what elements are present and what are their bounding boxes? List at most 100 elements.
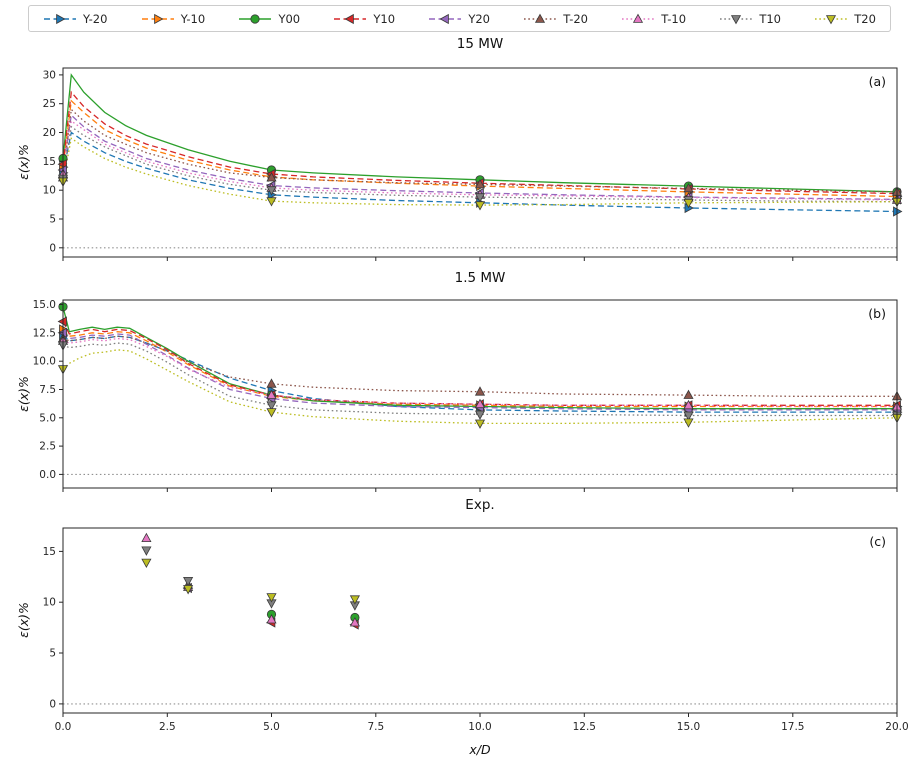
marker-T10	[266, 186, 277, 196]
legend-item-Y-20: Y-20	[43, 12, 107, 26]
x-tick-label: 10.0	[468, 721, 491, 733]
marker-T20	[474, 201, 486, 211]
legend-label: T10	[759, 11, 781, 26]
x-tick-label: 17.5	[781, 721, 804, 733]
y-tick-label: 0	[49, 698, 56, 710]
axes-spines	[62, 67, 898, 258]
line-T-20	[62, 108, 898, 193]
legend-item-Y-10: Y-10	[141, 12, 205, 26]
legend-glyph-T-20	[524, 13, 557, 23]
marker-T-10	[349, 617, 360, 627]
legend-item-T10: T10	[719, 12, 781, 26]
legend-item-Y10: Y10	[333, 12, 395, 26]
line-Y20	[62, 113, 898, 201]
y-tick-label: 12.5	[33, 327, 56, 339]
y-tick-label: 10	[43, 185, 56, 197]
panel-b-plot: 0.0 2.5 5.0 7.5 10.0 12.5 15.0 (b)	[33, 299, 903, 492]
legend-label: Y-10	[180, 11, 206, 26]
panel-letter-label: (c)	[869, 534, 886, 549]
marker-T20	[683, 198, 694, 209]
marker-T-20	[266, 172, 277, 182]
legend-item-T-10: T-10	[621, 12, 686, 26]
marker-Y10	[344, 13, 355, 24]
y-tick-label: 5	[49, 214, 56, 226]
line-Y00	[62, 73, 898, 193]
legend-label: T-10	[661, 11, 687, 26]
marker-T-10	[633, 13, 644, 23]
panel-c-plot: 0 5 10 15 0.0 2.5 5.0 7.5 10.0 12.5 15.0 17.5 20.0 (c…	[43, 527, 909, 733]
marker-T20	[826, 14, 837, 24]
axes-spines	[62, 527, 898, 714]
legend-label: Y10	[373, 11, 396, 26]
legend-item-Y00: Y00	[238, 12, 300, 26]
legend-label: Y00	[278, 11, 301, 26]
panel-letter-label: (a)	[869, 74, 886, 89]
marker-T-20	[535, 13, 546, 23]
x-tick-label: 15.0	[677, 721, 700, 733]
y-tick-label: 5	[49, 648, 56, 660]
legend-glyph-Y10	[334, 13, 367, 24]
legend-label: Y20	[468, 11, 490, 26]
y-tick-label: 10	[43, 597, 56, 609]
x-tick-label: 20.0	[885, 721, 908, 733]
panel-letter-label: (b)	[868, 306, 886, 321]
x-tick-label: 5.0	[263, 721, 280, 733]
line-Y-10	[62, 328, 897, 408]
legend-label: Y-20	[83, 11, 108, 26]
marker-Y10	[57, 316, 67, 327]
marker-T20	[266, 197, 277, 207]
marker-T10	[474, 193, 486, 203]
x-tick-label: 0.0	[55, 721, 72, 733]
legend-glyph-Y00	[239, 13, 272, 24]
y-tick-label: 0	[49, 242, 56, 254]
x-tick-label: 2.5	[159, 721, 176, 733]
legend-item-Y20: Y20	[428, 12, 490, 26]
marker-T10	[266, 401, 277, 411]
marker-Y20	[439, 13, 450, 24]
legend-label: T20	[854, 11, 876, 26]
marker-T20	[141, 558, 152, 569]
panel-c-title: Exp.	[465, 497, 495, 513]
marker-T20	[683, 418, 694, 428]
marker-T10	[141, 546, 152, 556]
legend-glyph-Y-20	[44, 13, 76, 24]
legend-glyph-T-10	[622, 13, 655, 23]
panel-a-title: 15 MW	[456, 36, 504, 52]
legend-glyph-Y-10	[141, 13, 174, 24]
marker-T10	[731, 14, 742, 24]
y-tick-label: 10.0	[33, 356, 56, 368]
y-tick-label: 25	[43, 98, 56, 110]
marker-T-20	[683, 182, 694, 193]
marker-T20	[266, 593, 277, 603]
y-tick-label: 2.5	[39, 441, 56, 453]
marker-Y00	[250, 13, 261, 24]
marker-Y-20	[893, 206, 903, 217]
marker-Y-10	[153, 13, 164, 24]
marker-T20	[266, 408, 277, 418]
line-T-10	[62, 119, 898, 201]
marker-T-10	[141, 532, 152, 543]
marker-T-20	[683, 389, 694, 399]
line-Y-20	[62, 131, 898, 213]
y-tick-label: 0.0	[39, 469, 56, 481]
marker-T-20	[474, 178, 486, 189]
y-tick-label: 30	[43, 69, 56, 81]
line-Y-10	[62, 99, 898, 198]
marker-T10	[683, 411, 694, 421]
marker-T-20	[474, 386, 486, 396]
line-Y-20	[62, 334, 897, 413]
marker-T20	[183, 585, 194, 595]
line-Y00	[62, 306, 897, 410]
legend-label: T-20	[563, 11, 589, 26]
marker-T-10	[266, 389, 277, 399]
y-tick-label: 15.0	[33, 299, 56, 311]
marker-T10	[183, 577, 194, 587]
marker-T20	[349, 595, 360, 605]
marker-T10	[474, 410, 486, 420]
legend: Y-20 Y-10 Y00 Y10 Y20 T-20 T-10 T10 T20	[28, 5, 891, 32]
legend-glyph-Y20	[429, 13, 462, 24]
y-tick-label: 15	[43, 156, 56, 168]
legend-item-T-20: T-20	[523, 12, 588, 26]
line-Y10	[62, 321, 897, 406]
legend-glyph-T20	[815, 14, 848, 24]
